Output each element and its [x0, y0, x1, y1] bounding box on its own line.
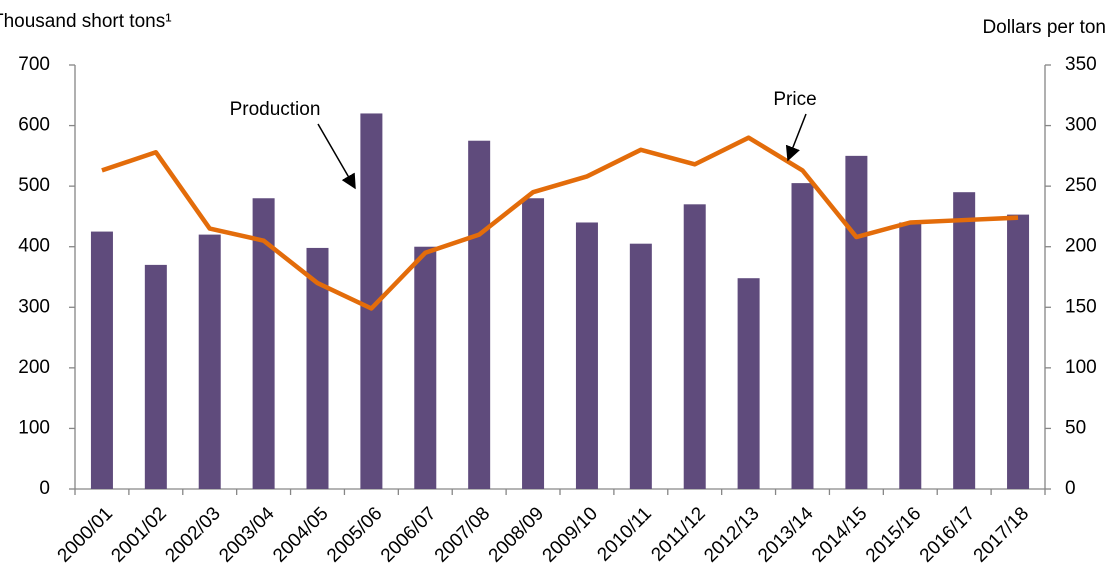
- bar: [360, 113, 383, 489]
- y2-tick-label: 250: [1065, 175, 1097, 196]
- bar: [90, 231, 113, 490]
- y-tick-label: 300: [18, 296, 50, 317]
- y2-tick-label: 100: [1065, 357, 1097, 378]
- y2-tick-label: 0: [1065, 478, 1076, 499]
- bar: [1007, 214, 1030, 489]
- x-tick-label: 2015/16: [862, 503, 925, 566]
- series-annotation: Production: [230, 99, 321, 120]
- x-tick-label: 2000/01: [54, 503, 117, 566]
- bar: [198, 234, 221, 489]
- x-tick-label: 2016/17: [916, 503, 979, 566]
- x-tick-label: 2002/03: [161, 503, 224, 566]
- y2-tick-label: 50: [1065, 417, 1086, 438]
- y-tick-label: 600: [18, 115, 50, 136]
- y-tick-label: 400: [18, 236, 50, 257]
- bar: [845, 155, 868, 489]
- x-tick-label: 2011/12: [647, 503, 709, 565]
- bar: [683, 204, 706, 490]
- annotation-arrow: [317, 123, 356, 190]
- x-tick-label: 2012/13: [700, 503, 763, 566]
- y2-tick-label: 350: [1065, 54, 1097, 75]
- bar: [468, 140, 491, 489]
- bar: [737, 278, 760, 489]
- bar: [414, 246, 437, 489]
- y-tick-label: 100: [18, 417, 50, 438]
- y2-tick-label: 150: [1065, 296, 1097, 317]
- y-axis-label: Thousand short tons¹: [0, 11, 172, 32]
- bar: [522, 198, 545, 489]
- x-tick-label: 2008/09: [485, 503, 548, 566]
- y-tick-label: 500: [18, 175, 50, 196]
- x-tick-label: 2006/07: [377, 503, 440, 566]
- x-tick-label: 2004/05: [269, 503, 332, 566]
- bar: [629, 243, 652, 489]
- series-annotation: Price: [773, 89, 816, 110]
- x-tick-label: 2017/18: [970, 503, 1033, 566]
- x-tick-label: 2001/02: [107, 503, 170, 566]
- x-tick-label: 2013/14: [754, 503, 818, 567]
- price-line: [101, 135, 1019, 311]
- bar: [899, 222, 922, 489]
- x-tick-label: 2007/08: [431, 503, 494, 566]
- y-tick-label: 0: [39, 478, 50, 499]
- bar: [791, 183, 814, 489]
- y-tick-label: 700: [18, 54, 50, 75]
- y-tick-label: 200: [18, 357, 50, 378]
- x-tick-label: 2010/11: [593, 503, 655, 565]
- x-tick-label: 2003/04: [215, 503, 279, 567]
- bar: [575, 222, 598, 489]
- y2-tick-label: 300: [1065, 115, 1097, 136]
- y2-axis-label: Dollars per ton: [982, 17, 1106, 38]
- x-tick-label: 2009/10: [539, 503, 602, 566]
- y2-tick-label: 200: [1065, 236, 1097, 257]
- x-tick-label: 2005/06: [323, 503, 386, 566]
- annotation-arrow: [785, 113, 807, 162]
- bar: [144, 264, 167, 489]
- bar: [306, 247, 329, 489]
- bar: [252, 198, 275, 489]
- bar: [953, 192, 976, 489]
- x-tick-label: 2014/15: [808, 503, 871, 566]
